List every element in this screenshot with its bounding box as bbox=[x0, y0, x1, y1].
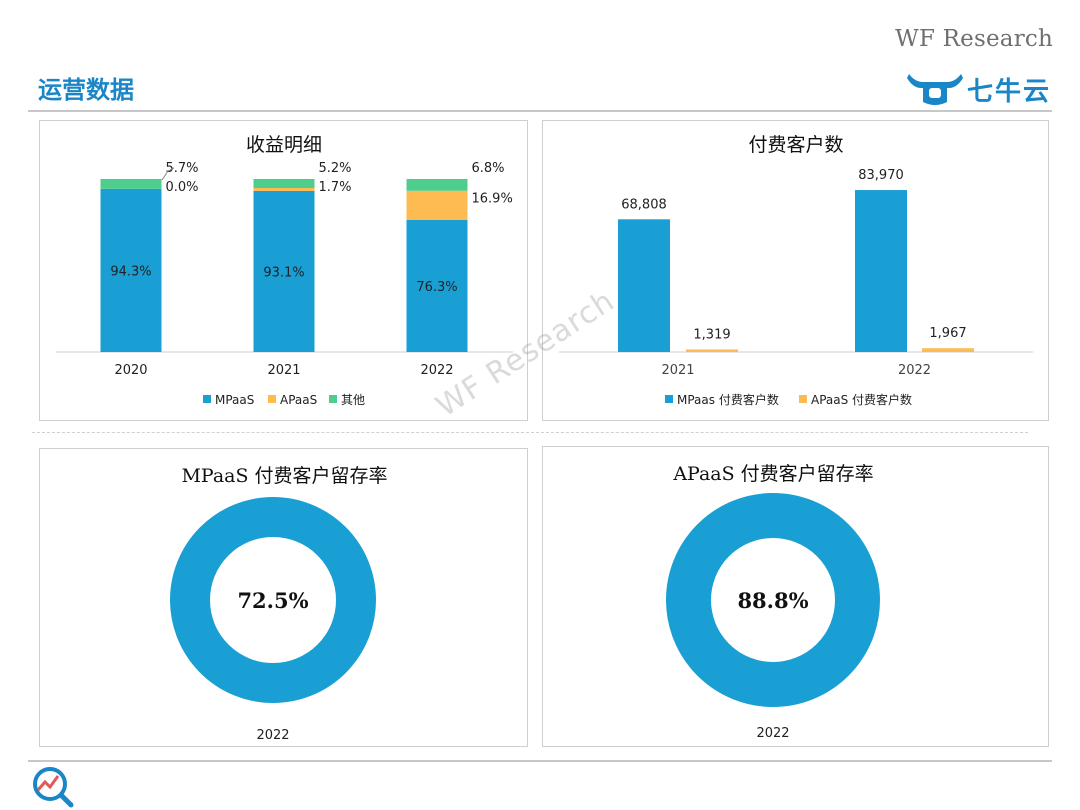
mpaas-retention-panel: MPaaS 付费客户留存率 72.5% 2022 bbox=[39, 448, 528, 747]
x-tick-label: 2021 bbox=[661, 363, 694, 378]
data-label-apaas: 1.7% bbox=[319, 180, 352, 195]
paying-customers-panel: 付费客户数 68,808 1,319 2021 83,970 1,967 2022 MPaas… bbox=[542, 120, 1049, 421]
legend-swatch bbox=[665, 395, 673, 403]
bar-其他-2020 bbox=[100, 179, 162, 189]
legend-swatch bbox=[799, 395, 807, 403]
data-label-mpaas: 94.3% bbox=[110, 264, 151, 279]
revenue-breakdown-chart: 收益明细 2020 94.3% 5.7% 0.0% 2021 93.1% 5.2% 1.7% 20… bbox=[56, 134, 513, 407]
legend-swatch bbox=[268, 395, 276, 403]
paying-customers-chart: 付费客户数 68,808 1,319 2021 83,970 1,967 2022 MPaas… bbox=[559, 134, 1033, 407]
bottom-divider bbox=[28, 760, 1052, 762]
legend-label: APaaS bbox=[280, 393, 317, 407]
data-label-apaas: 0.0% bbox=[166, 180, 199, 195]
data-label-mpaas: 93.1% bbox=[263, 265, 304, 280]
bar-其他-2022 bbox=[406, 179, 468, 191]
donut-center-label: 72.5% bbox=[237, 588, 308, 613]
x-tick-label: 2022 bbox=[756, 726, 789, 741]
x-tick-label: 2022 bbox=[420, 363, 453, 378]
x-tick-label: 2022 bbox=[256, 728, 289, 743]
data-label-mpaas: 76.3% bbox=[416, 280, 457, 295]
data-label: 1,319 bbox=[693, 327, 730, 342]
middle-divider bbox=[32, 432, 1028, 433]
apaas-retention-panel: APaaS 付费客户留存率 88.8% 2022 bbox=[542, 446, 1049, 747]
data-label-other: 5.7% bbox=[166, 161, 199, 176]
chart-title: 收益明细 bbox=[246, 134, 322, 156]
legend-swatch bbox=[203, 395, 211, 403]
data-label: 83,970 bbox=[858, 168, 904, 183]
qiniu-logo: 七牛云 bbox=[905, 68, 1055, 110]
bar-APaaS-2022 bbox=[406, 190, 468, 221]
page-title: 运营数据 bbox=[38, 76, 134, 104]
logo-text: 七牛云 bbox=[967, 76, 1052, 107]
chart-title: MPaaS 付费客户留存率 bbox=[181, 465, 387, 487]
data-label-other: 5.2% bbox=[319, 161, 352, 176]
x-tick-label: 2021 bbox=[267, 363, 300, 378]
legend-label: APaaS 付费客户数 bbox=[811, 392, 912, 407]
x-tick-label: 2022 bbox=[898, 363, 931, 378]
data-label: 68,808 bbox=[621, 197, 667, 212]
chart-title: 付费客户数 bbox=[748, 134, 843, 156]
bar-mpaas-2021 bbox=[618, 219, 670, 352]
apaas-retention-chart: APaaS 付费客户留存率 88.8% 2022 bbox=[666, 463, 880, 741]
donut-ring bbox=[666, 493, 880, 707]
data-label: 1,967 bbox=[929, 326, 966, 341]
donut-center-label: 88.8% bbox=[737, 588, 808, 613]
bar-MPaaS-2020 bbox=[100, 188, 162, 352]
bar-其他-2021 bbox=[253, 179, 315, 188]
bar-MPaaS-2021 bbox=[253, 190, 315, 352]
donut-ring bbox=[170, 497, 376, 703]
magnifier-chart-icon bbox=[33, 767, 74, 808]
legend-label: 其他 bbox=[341, 393, 365, 407]
revenue-breakdown-panel: 收益明细 2020 94.3% 5.7% 0.0% 2021 93.1% 5.2% 1.7% 20… bbox=[39, 120, 528, 421]
mpaas-retention-chart: MPaaS 付费客户留存率 72.5% 2022 bbox=[170, 465, 388, 743]
legend-swatch bbox=[329, 395, 337, 403]
legend-label: MPaaS bbox=[215, 393, 254, 407]
bull-logo-icon bbox=[907, 74, 963, 105]
data-label-other: 6.8% bbox=[472, 161, 505, 176]
bar-apaas-2021 bbox=[686, 349, 738, 352]
bar-apaas-2022 bbox=[922, 348, 974, 352]
brand-text: WF Research bbox=[895, 26, 1053, 52]
leader-line bbox=[161, 167, 175, 181]
bar-APaaS-2021 bbox=[253, 187, 315, 191]
title-divider bbox=[28, 110, 1052, 112]
chart-title: APaaS 付费客户留存率 bbox=[672, 463, 873, 485]
bar-mpaas-2022 bbox=[855, 190, 907, 352]
bar-MPaaS-2022 bbox=[406, 220, 468, 352]
data-label-apaas: 16.9% bbox=[472, 191, 513, 206]
x-tick-label: 2020 bbox=[114, 363, 147, 378]
legend-label: MPaas 付费客户数 bbox=[677, 392, 779, 407]
